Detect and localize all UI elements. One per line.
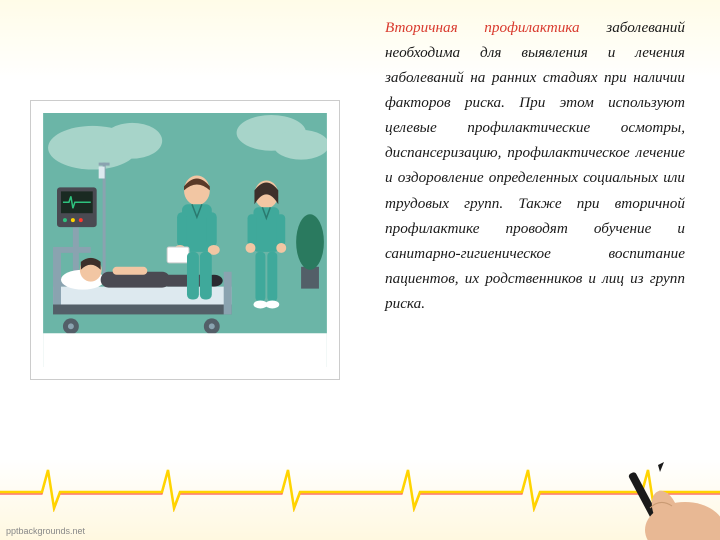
watermark-text: pptbackgrounds.net <box>6 526 85 536</box>
medical-illustration <box>43 113 327 367</box>
hand-with-pen <box>610 460 720 540</box>
body-paragraph: заболеваний необходима для выявления и л… <box>385 19 685 312</box>
illustration-frame <box>30 100 340 380</box>
body-text: Вторичная профилактика заболеваний необх… <box>385 15 685 316</box>
slide: Вторичная профилактика заболеваний необх… <box>0 0 720 540</box>
highlight-phrase: Вторичная профилактика <box>385 19 580 36</box>
